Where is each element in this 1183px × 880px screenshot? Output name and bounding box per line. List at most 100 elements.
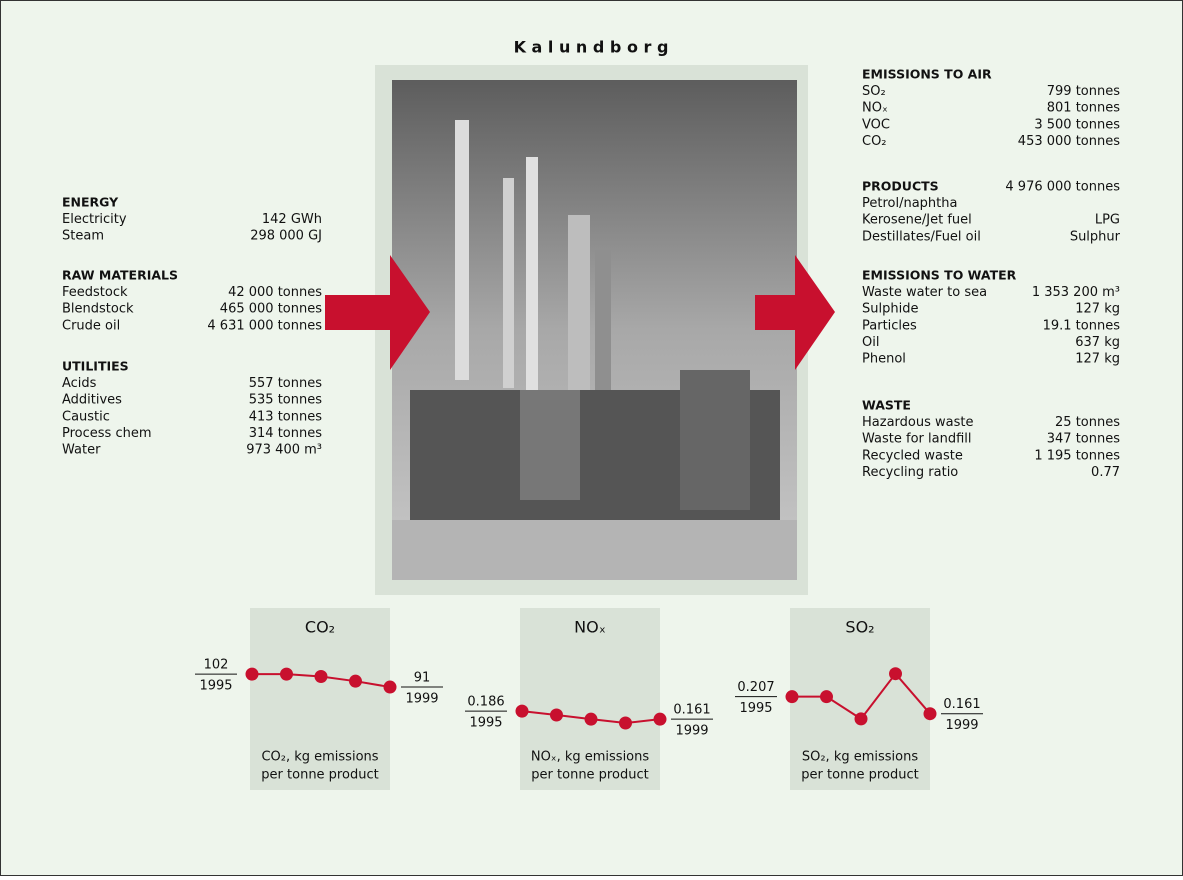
- photo: [392, 80, 797, 580]
- row-label: CO₂: [862, 134, 887, 149]
- row-label: Electricity: [62, 212, 127, 227]
- row-label: Waste for landfill: [862, 432, 971, 447]
- row-label: Destillates/Fuel oil: [862, 229, 981, 244]
- point: [314, 669, 328, 683]
- row-value: 0.77: [1091, 465, 1120, 480]
- row-label: Petrol/naphtha: [862, 196, 957, 211]
- row-label: NOₓ: [862, 101, 888, 116]
- end-value-label: 0.161: [673, 703, 710, 718]
- arrow-out: [755, 255, 835, 370]
- row-value: LPG: [1095, 213, 1120, 228]
- row-label: Phenol: [862, 352, 906, 367]
- arrow-in: [325, 255, 430, 370]
- row-label: Recycling ratio: [862, 465, 958, 480]
- point: [349, 674, 362, 688]
- row-value: 4 631 000 tonnes: [207, 318, 322, 333]
- title: K a l u n d b o r g: [514, 38, 669, 57]
- x-tick-label: 1995: [199, 679, 232, 694]
- chart-panel: [790, 608, 930, 790]
- row-value: 637 kg: [1075, 335, 1120, 350]
- row-label: Hazardous waste: [862, 415, 973, 430]
- row-value: 535 tonnes: [249, 393, 322, 408]
- row-value: 25 tonnes: [1055, 415, 1120, 430]
- point: [383, 680, 397, 694]
- chart-caption: SO₂, kg emissions: [802, 750, 918, 765]
- row-value: 1 195 tonnes: [1034, 448, 1120, 463]
- row-label: SO₂: [862, 84, 886, 99]
- end-value-label: 91: [414, 671, 431, 686]
- row-value: 142 GWh: [262, 212, 322, 227]
- row-label: Oil: [862, 335, 879, 350]
- row-value: 973 400 m³: [246, 443, 322, 458]
- point: [923, 707, 937, 721]
- x-tick-label: 1999: [675, 724, 708, 739]
- chart-caption: per tonne product: [531, 768, 648, 783]
- chart-caption: per tonne product: [261, 768, 378, 783]
- chart-title: CO₂: [305, 618, 335, 637]
- point: [550, 708, 563, 722]
- point: [245, 667, 259, 681]
- section-heading: RAW MATERIALS: [62, 268, 178, 283]
- row-label: Water: [62, 443, 101, 458]
- row-label: Waste water to sea: [862, 285, 987, 300]
- end-value-label: 0.161: [943, 697, 980, 712]
- row-value: 799 tonnes: [1047, 84, 1120, 99]
- end-value-label: 0.186: [467, 695, 504, 710]
- point: [515, 704, 529, 718]
- row-label: Blendstock: [62, 302, 134, 317]
- row-value: 42 000 tonnes: [228, 285, 322, 300]
- point: [280, 667, 293, 681]
- row-value: 298 000 GJ: [250, 229, 322, 244]
- point: [889, 667, 902, 681]
- point: [619, 716, 632, 730]
- row-value: 127 kg: [1075, 352, 1120, 367]
- row-value: Sulphur: [1070, 229, 1121, 244]
- row-value: 453 000 tonnes: [1018, 134, 1120, 149]
- chart-panel: [250, 608, 390, 790]
- row-label: Steam: [62, 229, 104, 244]
- row-value: 801 tonnes: [1047, 101, 1120, 116]
- x-tick-label: 1995: [739, 701, 772, 716]
- end-value-label: 0.207: [737, 680, 774, 695]
- section-heading: EMISSIONS TO AIR: [862, 67, 992, 82]
- row-label: Acids: [62, 376, 97, 391]
- row-label: Feedstock: [62, 285, 128, 300]
- point: [854, 712, 868, 726]
- row-value: 465 000 tonnes: [220, 302, 322, 317]
- chart-panel: [520, 608, 660, 790]
- point: [820, 690, 833, 704]
- chart-title: NOₓ: [574, 618, 606, 637]
- section-value: 4 976 000 tonnes: [1005, 180, 1120, 195]
- row-label: Additives: [62, 393, 122, 408]
- chart-title: SO₂: [845, 618, 874, 637]
- point: [785, 690, 799, 704]
- row-value: 557 tonnes: [249, 376, 322, 391]
- row-value: 3 500 tonnes: [1034, 117, 1120, 132]
- chart-caption: NOₓ, kg emissions: [531, 750, 650, 765]
- row-label: Kerosene/Jet fuel: [862, 213, 972, 228]
- section-heading: EMISSIONS TO WATER: [862, 268, 1017, 283]
- section-heading: WASTE: [862, 398, 911, 413]
- row-label: Caustic: [62, 409, 110, 424]
- chart-caption: CO₂, kg emissions: [261, 750, 378, 765]
- row-value: 127 kg: [1075, 302, 1120, 317]
- point: [653, 712, 667, 726]
- chart-caption: per tonne product: [801, 768, 918, 783]
- row-label: Particles: [862, 318, 917, 333]
- end-value-label: 102: [204, 658, 229, 673]
- row-value: 347 tonnes: [1047, 432, 1120, 447]
- row-value: 413 tonnes: [249, 409, 322, 424]
- row-value: 19.1 tonnes: [1043, 318, 1121, 333]
- x-tick-label: 1995: [469, 716, 502, 731]
- row-value: 314 tonnes: [249, 426, 322, 441]
- section-heading: UTILITIES: [62, 359, 129, 374]
- x-tick-label: 1999: [945, 718, 978, 733]
- point: [584, 712, 598, 726]
- row-label: Recycled waste: [862, 448, 963, 463]
- row-label: Crude oil: [62, 318, 120, 333]
- x-tick-label: 1999: [405, 692, 438, 707]
- row-label: VOC: [862, 117, 890, 132]
- section-heading: ENERGY: [62, 195, 119, 210]
- section-heading: PRODUCTS: [862, 179, 939, 194]
